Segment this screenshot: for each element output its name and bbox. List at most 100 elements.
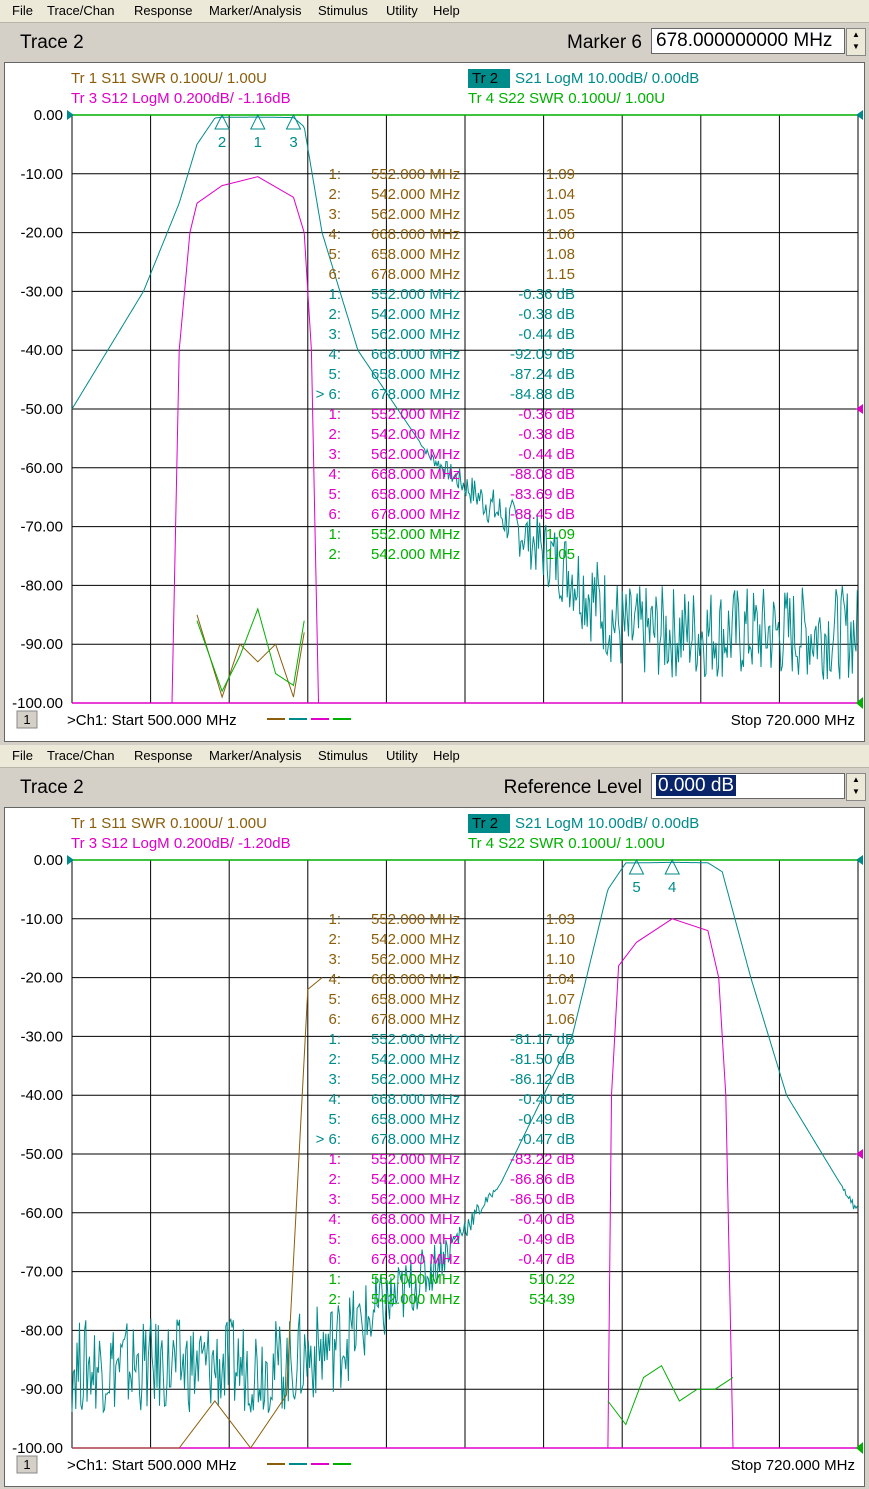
marker-row-index: 1: <box>328 166 341 183</box>
menu-help[interactable]: Help <box>433 748 460 763</box>
ref-arrow-icon <box>856 110 863 120</box>
ref-arrow-icon <box>856 404 863 414</box>
y-tick-label: -100.00 <box>12 1440 63 1457</box>
marker-row-value: -88.08 dB <box>510 466 575 483</box>
spin-down-icon[interactable]: ▼ <box>852 787 860 796</box>
menu-stimulus[interactable]: Stimulus <box>318 3 368 18</box>
marker-row-frequency: 678.000 MHz <box>371 506 460 523</box>
menu-utility[interactable]: Utility <box>386 748 418 763</box>
trace-line-s11 <box>196 614 305 699</box>
menu-file[interactable]: File <box>12 3 33 18</box>
marker-row-index: > 6: <box>316 386 341 403</box>
marker-row-index: 3: <box>328 1071 341 1088</box>
y-tick-label: -90.00 <box>20 1381 63 1398</box>
marker-row-index: 2: <box>328 1051 341 1068</box>
marker-row-index: 4: <box>328 226 341 243</box>
menu-marker-analysis[interactable]: Marker/Analysis <box>209 748 302 763</box>
vna-window-bottom: File Trace/Chan Response Marker/Analysis… <box>0 745 869 1489</box>
reference-level-value: 0.000 dB <box>656 775 737 796</box>
y-tick-label: -50.00 <box>20 1146 63 1163</box>
marker-row-value: -0.40 dB <box>518 1091 575 1108</box>
marker-row-frequency: 552.000 MHz <box>371 1271 460 1288</box>
marker-row-index: 1: <box>328 526 341 543</box>
y-tick-label: -30.00 <box>20 1028 63 1045</box>
marker-row-value: 1.05 <box>546 546 575 563</box>
marker-row-value: -0.44 dB <box>518 326 575 343</box>
marker-row-frequency: 542.000 MHz <box>371 1171 460 1188</box>
spin-down-icon[interactable]: ▼ <box>852 42 860 51</box>
ref-arrow-icon <box>67 855 74 865</box>
marker-row-index: 3: <box>328 446 341 463</box>
marker-row-value: -83.22 dB <box>510 1151 575 1168</box>
marker-row-frequency: 542.000 MHz <box>371 426 460 443</box>
marker-row-index: 2: <box>328 1171 341 1188</box>
y-tick-label: -40.00 <box>20 1087 63 1104</box>
marker-number-label: 1 <box>254 134 262 151</box>
channel-number-box <box>16 1455 38 1474</box>
marker-row-index: 5: <box>328 1111 341 1128</box>
trace-line-s12 <box>607 918 734 1449</box>
trace2-active-badge <box>468 814 510 833</box>
reference-level-label: Reference Level <box>503 777 642 798</box>
trace-title: Trace 2 <box>20 777 84 798</box>
marker-row-frequency: 542.000 MHz <box>371 1291 460 1308</box>
marker-row-frequency: 542.000 MHz <box>371 1051 460 1068</box>
y-tick-label: -20.00 <box>20 225 63 242</box>
trace3-header: Tr 3 S12 LogM 0.200dB/ -1.16dB <box>71 90 291 107</box>
marker-frequency-spinner[interactable]: ▲ ▼ <box>846 28 866 56</box>
marker-row-value: 1.04 <box>546 186 575 203</box>
marker-number-label: 4 <box>668 879 676 896</box>
menu-trace-chan[interactable]: Trace/Chan <box>47 748 115 763</box>
marker-row-frequency: 678.000 MHz <box>371 1131 460 1148</box>
menu-stimulus[interactable]: Stimulus <box>318 748 368 763</box>
y-tick-label: -10.00 <box>20 911 63 928</box>
menu-trace-chan[interactable]: Trace/Chan <box>47 3 115 18</box>
plot-area[interactable]: Tr 1 S11 SWR 0.100U/ 1.00U Tr 3 S12 LogM … <box>4 807 865 1487</box>
menu-file[interactable]: File <box>12 748 33 763</box>
marker-row-index: 6: <box>328 506 341 523</box>
plot-area[interactable]: Tr 1 S11 SWR 0.100U/ 1.00U Tr 3 S12 LogM … <box>4 62 865 742</box>
sweep-stop-label: Stop 720.000 MHz <box>731 1457 855 1474</box>
marker-row-frequency: 678.000 MHz <box>371 386 460 403</box>
marker-row-value: -87.24 dB <box>510 366 575 383</box>
trace-title: Trace 2 <box>20 32 84 53</box>
marker-row-frequency: 658.000 MHz <box>371 1231 460 1248</box>
vna-window-top: File Trace/Chan Response Marker/Analysis… <box>0 0 869 744</box>
sweep-start-label: >Ch1: Start 500.000 MHz <box>67 1457 237 1474</box>
marker-row-frequency: 678.000 MHz <box>371 1251 460 1268</box>
ref-arrow-icon <box>856 697 863 709</box>
trace2-badge-label: Tr 2 <box>472 70 498 87</box>
reference-level-spinner[interactable]: ▲ ▼ <box>846 773 866 801</box>
reference-level-input[interactable]: 0.000 dB <box>651 773 845 799</box>
trace2-active-badge <box>468 69 510 88</box>
marker-triangle-icon <box>249 113 266 130</box>
marker-row-value: -86.86 dB <box>510 1171 575 1188</box>
menu-marker-analysis[interactable]: Marker/Analysis <box>209 3 302 18</box>
marker-row-index: 3: <box>328 1191 341 1208</box>
spin-up-icon[interactable]: ▲ <box>852 775 860 784</box>
marker-row-value: 1.03 <box>546 911 575 928</box>
marker-row-index: 1: <box>328 286 341 303</box>
menu-help[interactable]: Help <box>433 3 460 18</box>
menu-response[interactable]: Response <box>134 748 193 763</box>
y-tick-label: -90.00 <box>20 636 63 653</box>
marker-triangle-icon <box>664 858 681 875</box>
marker-number-label: 2 <box>218 134 226 151</box>
menu-utility[interactable]: Utility <box>386 3 418 18</box>
trace-line-s21 <box>71 116 858 680</box>
marker-frequency-input[interactable]: 678.000000000 MHz <box>651 28 845 54</box>
marker-row-value: -0.38 dB <box>518 426 575 443</box>
spin-up-icon[interactable]: ▲ <box>852 30 860 39</box>
marker-row-value: -0.49 dB <box>518 1111 575 1128</box>
menu-response[interactable]: Response <box>134 3 193 18</box>
marker-row-frequency: 552.000 MHz <box>371 406 460 423</box>
marker-row-frequency: 552.000 MHz <box>371 1031 460 1048</box>
marker-row-frequency: 658.000 MHz <box>371 246 460 263</box>
marker-row-index: 1: <box>328 1271 341 1288</box>
marker-row-frequency: 668.000 MHz <box>371 346 460 363</box>
marker-row-frequency: 562.000 MHz <box>371 1191 460 1208</box>
y-tick-label: -70.00 <box>20 519 63 536</box>
marker-row-index: 4: <box>328 346 341 363</box>
marker-row-value: 1.09 <box>546 526 575 543</box>
trace-line-s12 <box>171 176 319 704</box>
